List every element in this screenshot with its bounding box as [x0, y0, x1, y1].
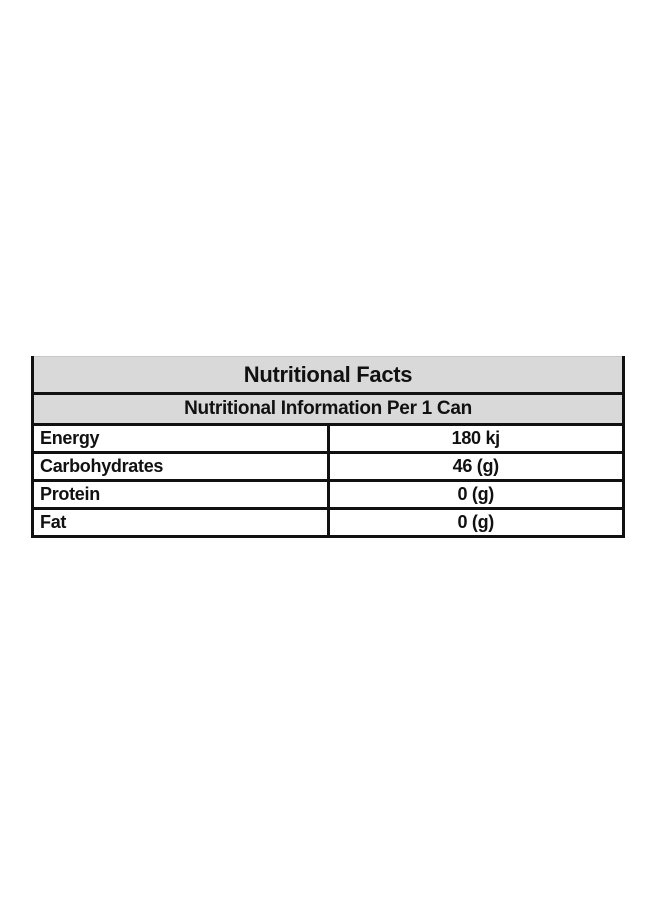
- nutrition-table: Nutritional Facts Nutritional Informatio…: [31, 356, 625, 538]
- table-row: Protein 0 (g): [31, 479, 625, 510]
- table-body: Energy 180 kj Carbohydrates 46 (g) Protein 0 …: [31, 423, 625, 538]
- title-row: Nutritional Facts: [31, 356, 625, 395]
- subtitle-row: Nutritional Information Per 1 Can: [31, 392, 625, 426]
- table-row: Fat 0 (g): [31, 507, 625, 538]
- table-subtitle: Nutritional Information Per 1 Can: [31, 392, 625, 426]
- nutrient-label: Fat: [31, 507, 330, 538]
- table-title: Nutritional Facts: [31, 356, 625, 395]
- nutrient-label: Carbohydrates: [31, 451, 330, 482]
- nutrient-label: Energy: [31, 423, 330, 454]
- nutrient-value: 46 (g): [326, 451, 625, 482]
- nutrition-table-header: Nutritional Facts Nutritional Informatio…: [31, 356, 625, 426]
- table-row: Carbohydrates 46 (g): [31, 451, 625, 482]
- nutrient-label: Protein: [31, 479, 330, 510]
- table-row: Energy 180 kj: [31, 423, 625, 454]
- nutrient-value: 0 (g): [326, 507, 625, 538]
- nutrition-facts-panel: Nutritional Facts Nutritional Informatio…: [31, 356, 625, 538]
- nutrient-value: 0 (g): [326, 479, 625, 510]
- nutrient-value: 180 kj: [326, 423, 625, 454]
